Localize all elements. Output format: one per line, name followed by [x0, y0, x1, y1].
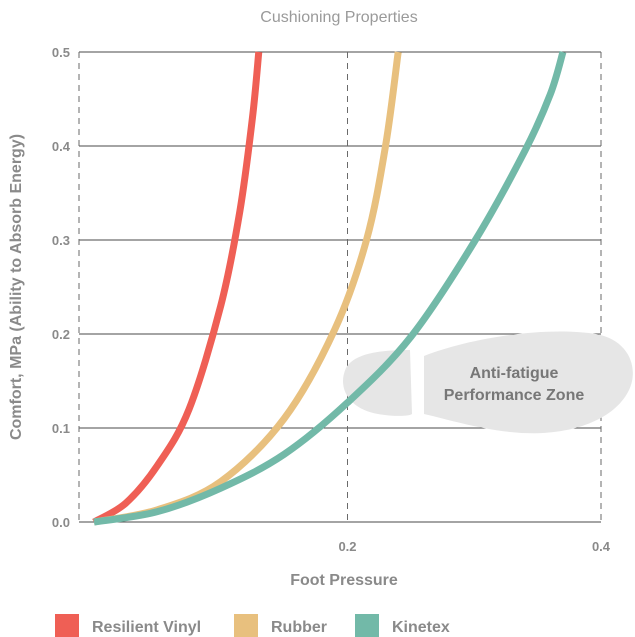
- zone-label-line2: Performance Zone: [444, 387, 585, 404]
- x-tick-label: 0.2: [338, 539, 356, 554]
- legend-swatch-rubber: [234, 614, 258, 637]
- footprint-sole-shape: [424, 331, 633, 434]
- legend-swatch-resilient-vinyl: [55, 614, 79, 637]
- x-axis-label: Foot Pressure: [290, 572, 398, 589]
- legend-label-resilient-vinyl: Resilient Vinyl: [92, 619, 201, 636]
- series-lines: [92, 50, 567, 526]
- y-tick-label: 0.0: [52, 515, 70, 530]
- y-axis-label: Comfort, MPa (Ability to Absorb Energy): [8, 134, 25, 440]
- y-tick-label: 0.2: [52, 327, 70, 342]
- y-tick-label: 0.3: [52, 233, 70, 248]
- legend: Resilient Vinyl Rubber Kinetex: [55, 614, 450, 637]
- y-tick-label: 0.1: [52, 421, 70, 436]
- series-line-rubber: [93, 51, 402, 526]
- x-tick-label: 0.4: [592, 539, 611, 554]
- chart-title: Cushioning Properties: [260, 9, 417, 26]
- series-line-kinetex: [93, 50, 567, 526]
- legend-label-kinetex: Kinetex: [392, 619, 450, 636]
- grid: [78, 51, 602, 523]
- y-tick-label: 0.5: [52, 45, 70, 60]
- series-line-resilient-vinyl: [92, 51, 263, 526]
- legend-label-rubber: Rubber: [271, 619, 327, 636]
- y-tick-label: 0.4: [52, 139, 71, 154]
- anti-fatigue-zone: Anti-fatigue Performance Zone: [342, 331, 633, 434]
- tick-labels: 0.0 0.1 0.2 0.3 0.4 0.5 0.2 0.4: [52, 45, 611, 554]
- zone-label-line1: Anti-fatigue: [470, 365, 559, 382]
- legend-swatch-kinetex: [355, 614, 379, 637]
- footprint-heel-shape: [342, 350, 412, 416]
